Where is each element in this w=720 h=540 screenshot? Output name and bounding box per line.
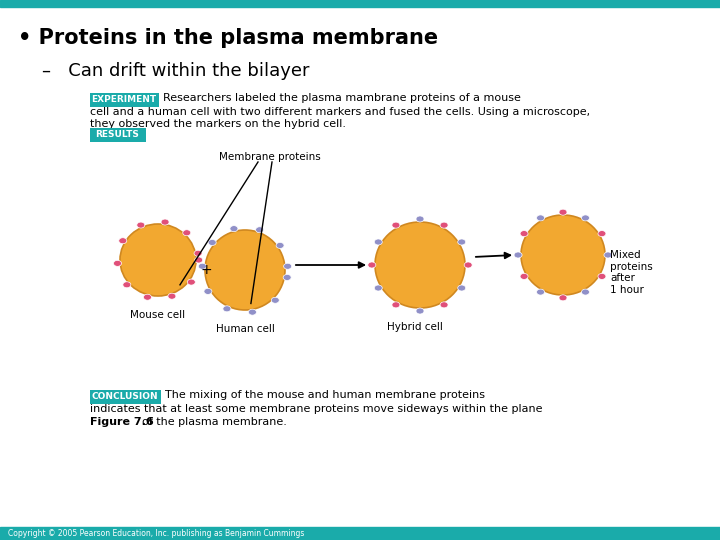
Text: Researchers labeled the plasma mambrane proteins of a mouse: Researchers labeled the plasma mambrane … (163, 93, 521, 103)
Ellipse shape (276, 242, 284, 248)
FancyBboxPatch shape (89, 389, 161, 403)
Ellipse shape (440, 302, 448, 308)
Ellipse shape (208, 239, 216, 246)
Ellipse shape (604, 252, 612, 258)
Ellipse shape (392, 302, 400, 308)
FancyBboxPatch shape (89, 127, 145, 141)
Text: EXPERIMENT: EXPERIMENT (91, 95, 156, 104)
Ellipse shape (375, 222, 465, 308)
Ellipse shape (514, 252, 522, 258)
Ellipse shape (187, 279, 195, 285)
Ellipse shape (582, 215, 590, 221)
Ellipse shape (559, 209, 567, 215)
Text: Copyright © 2005 Pearson Education, Inc. publishing as Benjamin Cummings: Copyright © 2005 Pearson Education, Inc.… (8, 530, 305, 538)
Ellipse shape (598, 231, 606, 237)
Text: CONCLUSION: CONCLUSION (91, 392, 158, 401)
Ellipse shape (392, 222, 400, 228)
Ellipse shape (458, 285, 466, 291)
Text: Figure 7.6: Figure 7.6 (90, 417, 154, 427)
Ellipse shape (520, 273, 528, 279)
Ellipse shape (598, 273, 606, 279)
Ellipse shape (194, 251, 202, 256)
Ellipse shape (416, 216, 424, 222)
Ellipse shape (230, 226, 238, 232)
Text: • Proteins in the plasma membrane: • Proteins in the plasma membrane (18, 28, 438, 48)
Ellipse shape (194, 257, 202, 263)
Text: of the plasma membrane.: of the plasma membrane. (142, 417, 287, 427)
Ellipse shape (374, 239, 382, 245)
Ellipse shape (536, 289, 544, 295)
Text: Hybrid cell: Hybrid cell (387, 322, 443, 332)
Ellipse shape (123, 282, 131, 288)
Ellipse shape (223, 306, 231, 312)
Text: Mouse cell: Mouse cell (130, 310, 186, 320)
Bar (0, 527, 720, 540)
Text: they observed the markers on the hybrid cell.: they observed the markers on the hybrid … (90, 119, 346, 129)
Ellipse shape (284, 264, 292, 269)
Bar (0, 0, 720, 7)
Ellipse shape (137, 222, 145, 228)
Text: +: + (200, 263, 212, 277)
Ellipse shape (143, 294, 151, 300)
Ellipse shape (464, 262, 472, 268)
Ellipse shape (248, 309, 256, 315)
Ellipse shape (168, 293, 176, 299)
Ellipse shape (283, 274, 291, 280)
Text: The mixing of the mouse and human membrane proteins: The mixing of the mouse and human membra… (165, 390, 485, 400)
Text: Mixed
proteins
after
1 hour: Mixed proteins after 1 hour (610, 250, 653, 295)
Ellipse shape (374, 285, 382, 291)
Ellipse shape (440, 222, 448, 228)
Ellipse shape (271, 297, 279, 303)
Ellipse shape (559, 295, 567, 301)
Text: Human cell: Human cell (215, 324, 274, 334)
Ellipse shape (582, 289, 590, 295)
Ellipse shape (204, 288, 212, 294)
Text: cell and a human cell with two different markers and fused the cells. Using a mi: cell and a human cell with two different… (90, 107, 590, 117)
Ellipse shape (368, 262, 376, 268)
Ellipse shape (205, 230, 285, 310)
FancyBboxPatch shape (89, 92, 158, 106)
Text: indicates that at least some membrane proteins move sideways within the plane: indicates that at least some membrane pr… (90, 404, 542, 414)
Ellipse shape (161, 219, 169, 225)
Text: RESULTS: RESULTS (96, 130, 140, 139)
Text: –   Can drift within the bilayer: – Can drift within the bilayer (42, 62, 310, 80)
Ellipse shape (458, 239, 466, 245)
Ellipse shape (114, 260, 122, 266)
Ellipse shape (520, 231, 528, 237)
Ellipse shape (521, 215, 605, 295)
Ellipse shape (416, 308, 424, 314)
Text: Membrane proteins: Membrane proteins (219, 152, 321, 162)
Ellipse shape (199, 264, 207, 269)
Ellipse shape (119, 238, 127, 244)
Ellipse shape (536, 215, 544, 221)
Ellipse shape (256, 227, 264, 233)
Ellipse shape (183, 230, 191, 236)
Ellipse shape (120, 224, 196, 296)
